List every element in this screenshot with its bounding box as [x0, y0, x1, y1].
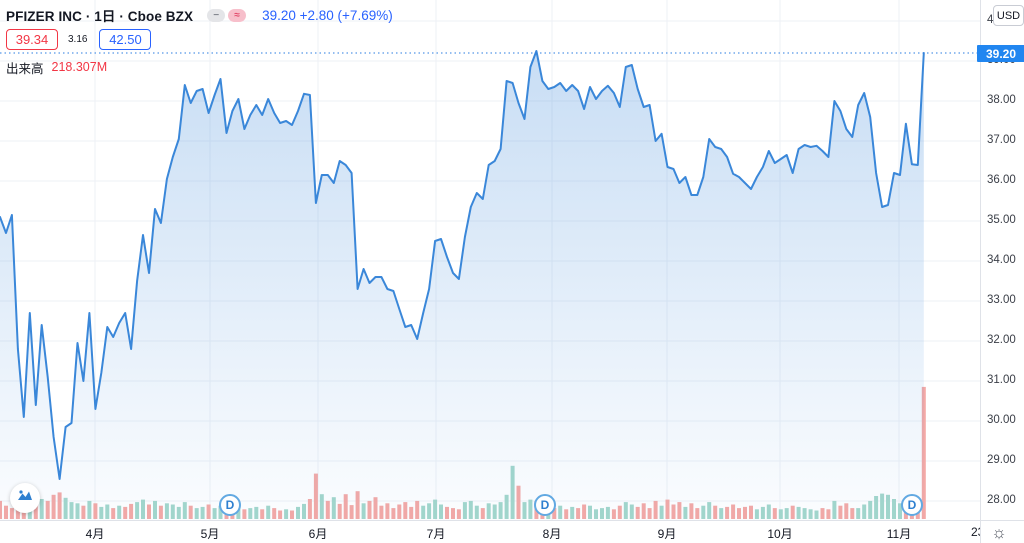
last-price-badge: 39.20: [977, 45, 1024, 62]
month-tick-label[interactable]: 10月: [767, 527, 793, 541]
price-tick-label: 30.00: [987, 414, 1016, 426]
price-tick-label: 34.00: [987, 254, 1016, 266]
time-axis[interactable]: 4月 5月 6月 7月 8月 9月 10月 11月 23 ☼: [0, 520, 1024, 543]
dividend-badge[interactable]: D: [219, 494, 241, 516]
spread-value: 3.16: [68, 34, 88, 45]
chart-logo-icon: [16, 487, 34, 510]
price-chart-canvas[interactable]: [0, 0, 980, 520]
market-status-icons: − ≈: [207, 8, 247, 22]
volume-label: 出来高: [6, 61, 44, 76]
ask-price-box[interactable]: 42.50: [99, 29, 152, 50]
month-tick-label[interactable]: 4月: [85, 527, 105, 541]
price-axis[interactable]: USD 40.0039.0038.0037.0036.0035.0034.003…: [977, 0, 1024, 520]
volume-value: 218.307M: [51, 60, 108, 74]
price-tick-label: 35.00: [987, 214, 1016, 226]
price-tick-label: 29.00: [987, 454, 1016, 466]
clipped-year-label: 23: [971, 525, 980, 539]
price-tick-label: 38.00: [987, 94, 1016, 106]
currency-unit-button[interactable]: USD: [993, 5, 1024, 26]
price-tick-label: 33.00: [987, 294, 1016, 306]
month-tick-label[interactable]: 8月: [542, 527, 562, 541]
price-tick-label: 31.00: [987, 374, 1016, 386]
chart-legend-header: PFIZER INC · 1日 · Cboe BZX − ≈ 39.20 +2.…: [6, 6, 393, 76]
delayed-data-icon[interactable]: ≈: [228, 8, 247, 22]
dividend-badge[interactable]: D: [901, 494, 923, 516]
price-tick-label: 36.00: [987, 174, 1016, 186]
month-tick-label[interactable]: 5月: [200, 527, 220, 541]
symbol-title: PFIZER INC · 1日 · Cboe BZX: [6, 9, 194, 24]
month-tick-label[interactable]: 11月: [886, 527, 912, 541]
month-tick-label[interactable]: 6月: [308, 527, 328, 541]
axis-settings-gear-icon[interactable]: ☼: [991, 523, 1007, 542]
quote-boxes-row: 39.34 3.16 42.50: [6, 29, 393, 50]
dividend-badge[interactable]: D: [534, 494, 556, 516]
axis-corner-divider: [980, 521, 981, 543]
price-tick-label: 28.00: [987, 494, 1016, 506]
month-tick-label[interactable]: 7月: [426, 527, 446, 541]
logo-badge[interactable]: [10, 483, 40, 513]
last-price-quote: 39.20 +2.80 (+7.69%): [262, 7, 393, 23]
symbol-row: PFIZER INC · 1日 · Cboe BZX − ≈ 39.20 +2.…: [6, 6, 393, 25]
price-area-chart: [0, 0, 980, 520]
volume-row: 出来高 218.307M: [6, 59, 393, 76]
month-tick-label[interactable]: 9月: [657, 527, 677, 541]
price-tick-label: 32.00: [987, 334, 1016, 346]
price-tick-label: 37.00: [987, 134, 1016, 146]
market-closed-icon[interactable]: −: [207, 8, 226, 22]
bid-price-box[interactable]: 39.34: [6, 29, 58, 50]
